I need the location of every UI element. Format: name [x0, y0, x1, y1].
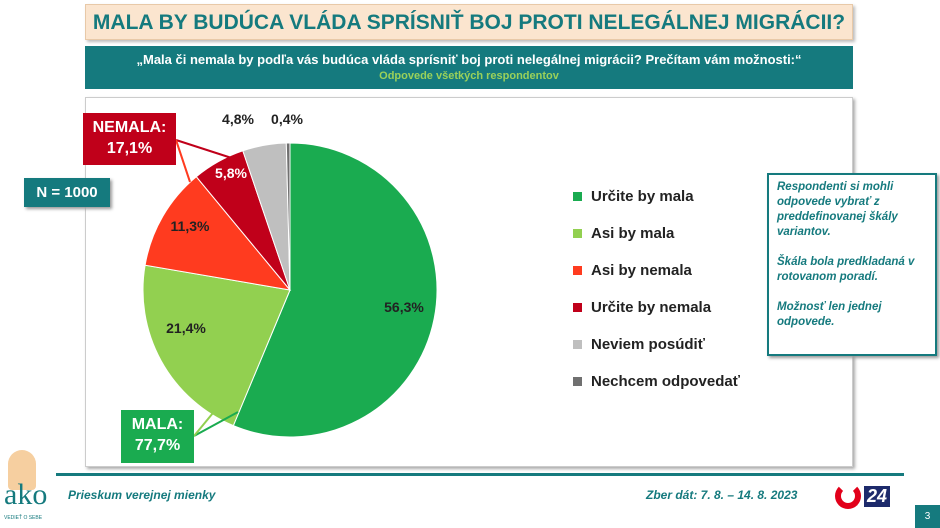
slice-data-label: 0,4% — [271, 111, 303, 127]
tv-logo: 24 — [835, 483, 891, 509]
legend-item: Asi by nemala — [573, 252, 740, 289]
legend-swatch — [573, 340, 582, 349]
sample-size-badge: N = 1000 — [24, 178, 110, 207]
legend-item: Asi by mala — [573, 215, 740, 252]
question-text: „Mala či nemala by podľa vás budúca vlád… — [136, 52, 802, 67]
legend-label: Asi by nemala — [591, 262, 692, 279]
methodology-note: Respondenti si mohli odpovede vybrať z p… — [767, 173, 937, 356]
legend-label: Určite by nemala — [591, 299, 712, 316]
note-line: Možnosť len jednej odpovede. — [777, 301, 882, 328]
slice-data-label: 5,8% — [215, 165, 247, 181]
legend-swatch — [573, 229, 582, 238]
collection-dates: Zber dát: 7. 8. – 14. 8. 2023 — [646, 488, 798, 502]
question-subtitle: Odpovede všetkých respondentov — [379, 70, 559, 82]
legend-swatch — [573, 192, 582, 201]
slice-data-label: 4,8% — [222, 111, 254, 127]
legend-label: Asi by mala — [591, 225, 675, 242]
ako-logo: ako — [4, 478, 48, 511]
nemala-value: 17,1% — [106, 140, 153, 157]
mala-label: MALA: — [131, 416, 184, 433]
note-line: Škála bola predkladaná v rotovanom porad… — [777, 256, 915, 283]
slice-data-label: 56,3% — [384, 299, 424, 315]
pie-slice — [142, 264, 291, 427]
note-line: Respondenti si mohli odpovede vybrať z p… — [777, 181, 898, 238]
callout-leader-line — [175, 139, 245, 163]
footer-divider — [56, 473, 904, 476]
pie-slice — [232, 142, 438, 438]
pie-slice — [285, 142, 291, 291]
legend-item: Neviem posúdiť — [573, 326, 740, 363]
callout-leader-line — [193, 401, 223, 437]
legend-label: Určite by mala — [591, 188, 694, 205]
ako-tagline: VEDIEŤ O SEBE — [4, 515, 43, 521]
callout-leader-line — [193, 411, 239, 437]
legend-swatch — [573, 303, 582, 312]
survey-label: Prieskum verejnej mienky — [68, 488, 216, 502]
legend-label: Neviem posúdiť — [591, 336, 705, 353]
legend-item: Určite by mala — [573, 178, 740, 215]
legend-item: Určite by nemala — [573, 289, 740, 326]
nemala-label: NEMALA: — [92, 119, 167, 136]
tv-logo-number: 24 — [864, 485, 891, 507]
nemala-callout: NEMALA: 17,1% — [83, 113, 176, 165]
question-banner: „Mala či nemala by podľa vás budúca vlád… — [85, 46, 853, 89]
pie-slice — [144, 176, 292, 291]
slice-data-label: 11,3% — [171, 218, 210, 234]
slide-title: MALA BY BUDÚCA VLÁDA SPRÍSNIŤ BOJ PROTI … — [85, 4, 853, 40]
legend-item: Nechcem odpovedať — [573, 363, 740, 400]
tv-logo-ring-icon — [835, 483, 861, 509]
mala-value: 77,7% — [134, 437, 181, 454]
legend-swatch — [573, 266, 582, 275]
legend-swatch — [573, 377, 582, 386]
slice-data-label: 21,4% — [166, 320, 206, 336]
legend-label: Nechcem odpovedať — [591, 373, 740, 390]
callout-leader-line — [175, 139, 191, 183]
chart-legend: Určite by mala Asi by mala Asi by nemala Ur… — [573, 178, 740, 400]
page-number: 3 — [915, 505, 940, 528]
mala-callout: MALA: 77,7% — [121, 410, 194, 463]
ako-head-icon — [8, 450, 36, 490]
